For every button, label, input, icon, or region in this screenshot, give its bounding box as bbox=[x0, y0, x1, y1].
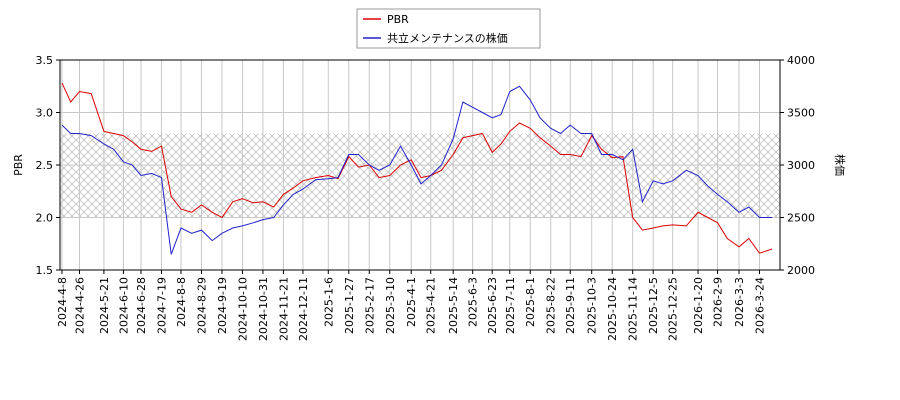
x-tick-label: 2025-1-6 bbox=[322, 277, 335, 327]
x-tick-label: 2025-8-1 bbox=[524, 277, 537, 327]
x-tick-label: 2024-4-26 bbox=[74, 277, 87, 334]
series-line bbox=[61, 85, 773, 255]
x-tick-label: 2025-12-5 bbox=[647, 277, 660, 334]
x-tick-label: 2025-12-25 bbox=[667, 277, 680, 341]
x-tick-label: 2025-2-17 bbox=[363, 277, 376, 334]
legend-label: 共立メンテナンスの株価 bbox=[387, 31, 508, 45]
y-tick-label: 2.0 bbox=[36, 212, 54, 225]
x-tick-label: 2025-3-10 bbox=[384, 277, 397, 334]
x-tick-label: 2026-3-3 bbox=[733, 277, 746, 327]
legend-label: PBR bbox=[387, 13, 409, 26]
x-tick-label: 2024-8-29 bbox=[195, 277, 208, 334]
y2-tick-label: 4000 bbox=[787, 54, 815, 67]
x-tick-label: 2024-12-11 bbox=[297, 277, 310, 341]
x-tick-label: 2024-11-21 bbox=[277, 277, 290, 341]
x-tick-label: 2025-4-21 bbox=[425, 277, 438, 334]
x-tick-label: 2024-9-19 bbox=[216, 277, 229, 334]
x-tick-label: 2025-9-11 bbox=[564, 277, 577, 334]
y2-tick-label: 2000 bbox=[787, 264, 815, 277]
y-tick-label: 3.5 bbox=[36, 54, 54, 67]
series-line bbox=[61, 82, 773, 254]
x-tick-label: 2026-3-24 bbox=[754, 277, 767, 334]
x-tick-label: 2024-4-8 bbox=[56, 277, 69, 327]
x-tick-label: 2025-11-14 bbox=[627, 277, 640, 341]
y2-tick-label: 2500 bbox=[787, 212, 815, 225]
x-tick-label: 2026-2-9 bbox=[712, 277, 725, 327]
y-tick-label: 1.5 bbox=[36, 264, 54, 277]
y2-tick-label: 3000 bbox=[787, 159, 815, 172]
x-tick-label: 2024-10-10 bbox=[236, 277, 249, 341]
y2-axis-label: 株価 bbox=[833, 154, 847, 176]
y-tick-label: 3.0 bbox=[36, 107, 54, 120]
x-tick-label: 2026-1-20 bbox=[692, 277, 705, 334]
x-tick-label: 2025-5-14 bbox=[447, 277, 460, 334]
legend-box bbox=[356, 8, 541, 49]
y-tick-label: 2.5 bbox=[36, 159, 54, 172]
x-tick-label: 2025-10-24 bbox=[606, 277, 619, 341]
x-tick-label: 2025-6-3 bbox=[467, 277, 480, 327]
x-tick-label: 2024-5-21 bbox=[98, 277, 111, 334]
x-tick-label: 2024-10-31 bbox=[257, 277, 270, 341]
x-tick-label: 2024-8-8 bbox=[175, 277, 188, 327]
x-tick-label: 2024-6-28 bbox=[135, 277, 148, 334]
x-tick-label: 2025-1-27 bbox=[343, 277, 356, 334]
x-tick-label: 2024-6-10 bbox=[117, 277, 130, 334]
plot-frame bbox=[59, 59, 781, 271]
y-axis-label: PBR bbox=[12, 154, 25, 176]
y2-tick-label: 3500 bbox=[787, 107, 815, 120]
x-tick-label: 2025-4-1 bbox=[405, 277, 418, 327]
x-tick-label: 2025-6-23 bbox=[486, 277, 499, 334]
x-tick-label: 2025-10-3 bbox=[586, 277, 599, 334]
x-tick-label: 2025-8-22 bbox=[545, 277, 558, 334]
x-tick-label: 2024-7-19 bbox=[155, 277, 168, 334]
x-tick-label: 2025-7-11 bbox=[504, 277, 517, 334]
